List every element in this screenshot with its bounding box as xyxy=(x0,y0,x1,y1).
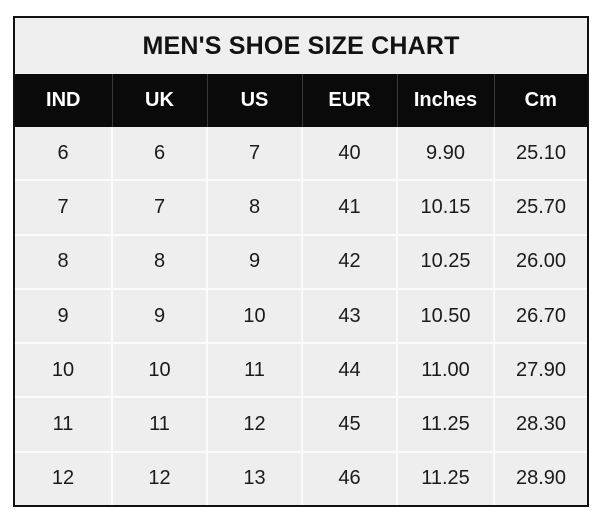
cell-uk: 10 xyxy=(111,343,208,399)
table-row: 8 8 9 42 10.25 26.00 xyxy=(15,234,588,290)
cell-cm: 28.30 xyxy=(492,397,588,453)
cell-cm: 28.90 xyxy=(492,451,588,506)
cell-us: 8 xyxy=(206,180,303,236)
cell-inches: 10.25 xyxy=(396,234,495,290)
cell-uk: 7 xyxy=(111,180,208,236)
cell-cm: 26.70 xyxy=(492,288,588,345)
cell-ind: 9 xyxy=(15,288,113,345)
table-row: 7 7 8 41 10.15 25.70 xyxy=(15,180,588,236)
cell-inches: 10.15 xyxy=(396,180,495,236)
column-header-ind: IND xyxy=(15,74,113,127)
cell-uk: 12 xyxy=(111,451,208,506)
table-row: 12 12 13 46 11.25 28.90 xyxy=(15,451,588,506)
cell-ind: 12 xyxy=(15,451,113,506)
column-header-us: US xyxy=(206,74,303,127)
column-header-cm: Cm xyxy=(493,74,588,127)
cell-cm: 25.70 xyxy=(492,180,588,236)
column-header-eur: EUR xyxy=(301,74,398,127)
cell-inches: 9.90 xyxy=(396,127,495,182)
cell-inches: 10.50 xyxy=(396,288,495,345)
cell-uk: 11 xyxy=(111,397,208,453)
cell-cm: 25.10 xyxy=(492,127,588,182)
cell-ind: 10 xyxy=(15,343,113,399)
cell-inches: 11.00 xyxy=(396,343,495,399)
cell-ind: 11 xyxy=(15,397,113,453)
table-title-row: MEN'S SHOE SIZE CHART xyxy=(15,18,588,74)
cell-us: 12 xyxy=(206,397,303,453)
cell-us: 7 xyxy=(206,127,303,182)
cell-eur: 42 xyxy=(301,234,398,290)
table-row: 9 9 10 43 10.50 26.70 xyxy=(15,288,588,345)
table-row: 10 10 11 44 11.00 27.90 xyxy=(15,343,588,399)
cell-us: 11 xyxy=(206,343,303,399)
table-row: 11 11 12 45 11.25 28.30 xyxy=(15,397,588,453)
table-row: 6 6 7 40 9.90 25.10 xyxy=(15,127,588,182)
cell-cm: 27.90 xyxy=(492,343,588,399)
cell-us: 13 xyxy=(206,451,303,506)
cell-us: 9 xyxy=(206,234,303,290)
shoe-size-table: MEN'S SHOE SIZE CHART IND UK US EUR Inch… xyxy=(15,18,588,506)
cell-cm: 26.00 xyxy=(492,234,588,290)
cell-ind: 8 xyxy=(15,234,113,290)
cell-uk: 8 xyxy=(111,234,208,290)
cell-eur: 41 xyxy=(301,180,398,236)
size-chart-container: MEN'S SHOE SIZE CHART IND UK US EUR Inch… xyxy=(13,16,589,508)
cell-ind: 7 xyxy=(15,180,113,236)
column-header-uk: UK xyxy=(111,74,208,127)
cell-inches: 11.25 xyxy=(396,397,495,453)
cell-inches: 11.25 xyxy=(396,451,495,506)
cell-uk: 9 xyxy=(111,288,208,345)
cell-uk: 6 xyxy=(111,127,208,182)
cell-eur: 45 xyxy=(301,397,398,453)
cell-eur: 46 xyxy=(301,451,398,506)
page-title: MEN'S SHOE SIZE CHART xyxy=(15,18,588,74)
column-header-inches: Inches xyxy=(396,74,495,127)
cell-ind: 6 xyxy=(15,127,113,182)
cell-us: 10 xyxy=(206,288,303,345)
cell-eur: 43 xyxy=(301,288,398,345)
cell-eur: 44 xyxy=(301,343,398,399)
cell-eur: 40 xyxy=(301,127,398,182)
table-header-row: IND UK US EUR Inches Cm xyxy=(15,74,588,127)
